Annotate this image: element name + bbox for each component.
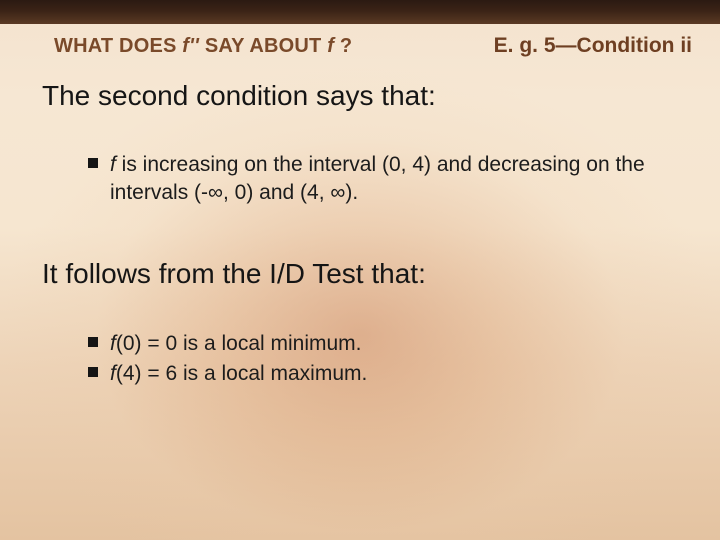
list-item: f is increasing on the interval (0, 4) a… — [88, 151, 684, 208]
header-left-post: ? — [340, 35, 352, 57]
header-left-mid: SAY ABOUT — [199, 35, 327, 57]
lead-text-2: It follows from the I/D Test that: — [42, 256, 684, 291]
header-left-f: f — [327, 35, 340, 57]
header-left: WHAT DOES f'' SAY ABOUT f ? — [54, 35, 352, 58]
slide-header: WHAT DOES f'' SAY ABOUT f ? E. g. 5—Cond… — [54, 34, 692, 58]
header-left-fprimeprime: f'' — [182, 35, 199, 57]
top-bar — [0, 0, 720, 24]
list-item: f(4) = 6 is a local maximum. — [88, 359, 684, 389]
bullet-2a-text: (0) = 0 is a local minimum. — [116, 332, 362, 355]
slide: WHAT DOES f'' SAY ABOUT f ? E. g. 5—Cond… — [0, 0, 720, 540]
bullet-list-2: f(0) = 0 is a local minimum. f(4) = 6 is… — [88, 329, 684, 390]
header-right: E. g. 5—Condition ii — [494, 34, 692, 58]
bullet-1-text: is increasing on the interval (0, 4) and… — [110, 153, 645, 204]
header-left-pre: WHAT DOES — [54, 35, 182, 57]
bullet-list-1: f is increasing on the interval (0, 4) a… — [88, 151, 684, 208]
slide-body: The second condition says that: f is inc… — [42, 78, 684, 390]
lead-text-1: The second condition says that: — [42, 78, 684, 113]
bullet-2b-text: (4) = 6 is a local maximum. — [116, 362, 368, 385]
list-item: f(0) = 0 is a local minimum. — [88, 329, 684, 359]
